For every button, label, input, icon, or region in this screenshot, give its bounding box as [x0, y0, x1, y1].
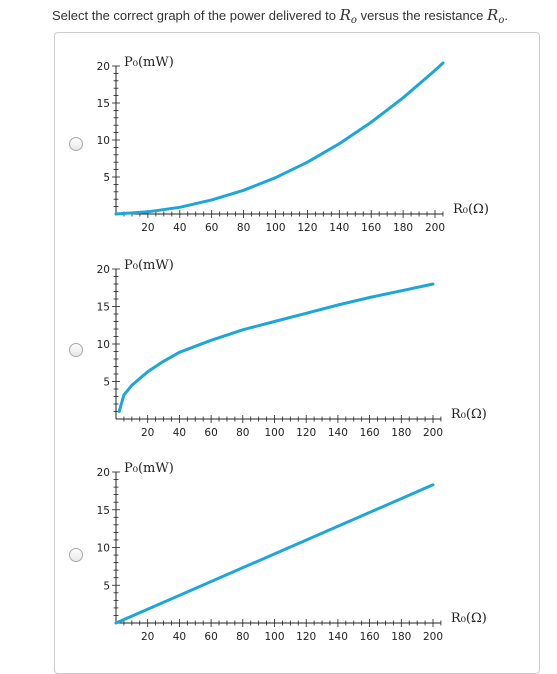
x-axis-label: R₀(Ω)	[451, 407, 487, 422]
question-text: Select the correct graph of the power de…	[52, 6, 508, 26]
var-r-load-1: Ro	[339, 6, 357, 26]
y-tick-label: 20	[97, 264, 110, 276]
y-tick-label: 10	[97, 543, 110, 555]
x-tick-label: 120	[296, 427, 316, 439]
y-tick-label: 5	[103, 580, 110, 592]
x-tick-label: 80	[236, 631, 249, 643]
option-1-radio[interactable]	[69, 137, 83, 151]
x-tick-label: 60	[204, 427, 217, 439]
power-curve	[114, 61, 445, 216]
x-tick-label: 180	[391, 631, 411, 643]
x-tick-label: 160	[360, 631, 380, 643]
graph-option-3[interactable]: 20 40 60 80 100 120 140 160 180 200 5 10 15 20 P₀(mW) R…	[0, 0, 557, 659]
y-tick-label: 10	[97, 339, 110, 351]
x-tick-label: 200	[423, 427, 443, 439]
x-tick-label: 140	[328, 631, 348, 643]
y-axis-label: P₀(mW)	[124, 258, 174, 273]
x-tick-label: 80	[237, 222, 250, 234]
x-axis-label: R₀(Ω)	[451, 611, 487, 626]
x-tick-label: 20	[141, 427, 154, 439]
x-tick-label: 100	[264, 631, 284, 643]
x-tick-label: 40	[173, 631, 186, 643]
x-tick-label: 140	[328, 427, 348, 439]
y-axis-label: P₀(mW)	[124, 461, 174, 476]
power-curve	[114, 483, 435, 625]
question-prefix: Select the correct graph of the power de…	[52, 8, 336, 23]
x-tick-label: 160	[360, 427, 380, 439]
x-tick-label: 40	[173, 222, 186, 234]
option-3-radio[interactable]	[69, 548, 83, 562]
graph-option-1[interactable]: 20 40 60 80 100 120 140 160 180 200 5 10 15 20 P₀(mW) R…	[0, 0, 557, 659]
y-tick-label: 5	[103, 377, 110, 389]
options-panel	[54, 32, 540, 674]
question-middle: versus the resistance	[360, 8, 484, 23]
x-tick-label: 200	[423, 631, 443, 643]
x-tick-label: 180	[391, 427, 411, 439]
y-tick-label: 15	[97, 302, 110, 314]
y-axis-label: P₀(mW)	[124, 55, 174, 70]
x-tick-label: 160	[361, 222, 381, 234]
x-tick-label: 20	[141, 222, 154, 234]
graph-option-2[interactable]: 20 40 60 80 100 120 140 160 180 200 5 10 15 20 P₀(mW) R…	[0, 0, 557, 659]
power-curve	[117, 282, 435, 413]
y-tick-label: 20	[97, 467, 110, 479]
x-tick-label: 120	[297, 222, 317, 234]
option-2-radio[interactable]	[69, 343, 83, 357]
y-tick-label: 5	[103, 172, 110, 184]
var-r-load-2: Ro	[487, 6, 505, 26]
y-tick-label: 15	[97, 98, 110, 110]
x-tick-label: 120	[296, 631, 316, 643]
x-tick-label: 100	[264, 427, 284, 439]
y-tick-label: 15	[97, 505, 110, 517]
y-tick-label: 10	[97, 135, 110, 147]
x-tick-label: 140	[329, 222, 349, 234]
x-tick-label: 180	[393, 222, 413, 234]
x-tick-label: 60	[204, 631, 217, 643]
x-tick-label: 60	[205, 222, 218, 234]
x-tick-label: 80	[236, 427, 249, 439]
x-tick-label: 100	[265, 222, 285, 234]
x-axis-label: R₀(Ω)	[453, 202, 489, 217]
y-tick-label: 20	[97, 61, 110, 73]
question-suffix: .	[504, 8, 508, 23]
x-tick-label: 40	[173, 427, 186, 439]
x-tick-label: 200	[425, 222, 445, 234]
x-tick-label: 20	[141, 631, 154, 643]
